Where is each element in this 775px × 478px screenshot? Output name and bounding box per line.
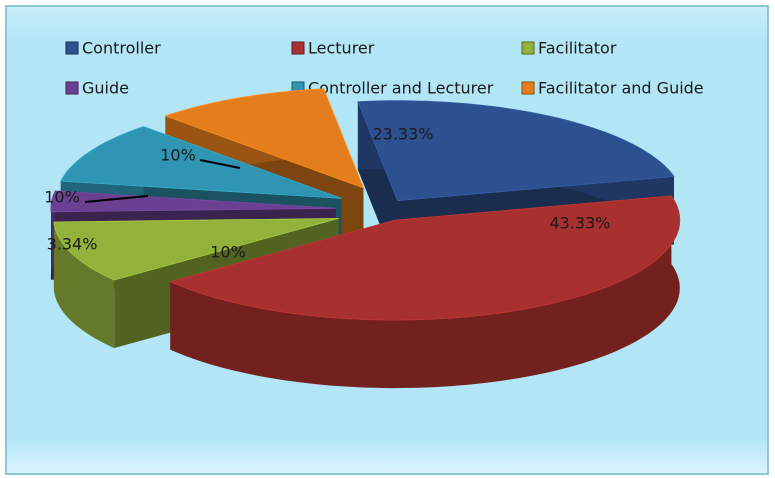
data-label: 10% [160, 146, 196, 165]
pie-tops [50, 88, 681, 321]
slice-side [53, 222, 115, 348]
slice-side [170, 195, 680, 389]
legend-swatch [521, 41, 535, 55]
pie-slice [169, 195, 681, 321]
legend-label: Facilitator [538, 39, 617, 58]
pie-slice [50, 190, 336, 213]
legend-swatch [291, 41, 305, 55]
data-label: 43.33% [549, 214, 610, 233]
leader-line [84, 195, 149, 203]
pie-slice [53, 218, 339, 281]
pie-slice [164, 88, 365, 189]
data-label: 23.33% [372, 125, 433, 144]
legend: Controller Lecturer Facilitator Guide Contro… [65, 39, 704, 98]
legend-swatch [65, 81, 79, 95]
legend-label: Controller [82, 39, 161, 58]
legend-swatch [521, 81, 535, 95]
data-labels: 23.33% 43.33% 10% 3.34% 10% 10% [44, 125, 610, 262]
legend-label: Controller and Lecturer [308, 79, 494, 98]
legend-swatch [65, 41, 79, 55]
legend-label: Guide [82, 79, 129, 98]
pie-slice [60, 126, 342, 199]
legend-label: Lecturer [308, 39, 375, 58]
leader-line [199, 159, 241, 169]
data-label: 10% [44, 188, 80, 207]
data-label: 3.34% [47, 235, 98, 254]
data-label: 10% [210, 243, 246, 262]
pie-slice [357, 100, 675, 202]
legend-label: Facilitator and Guide [538, 79, 704, 98]
